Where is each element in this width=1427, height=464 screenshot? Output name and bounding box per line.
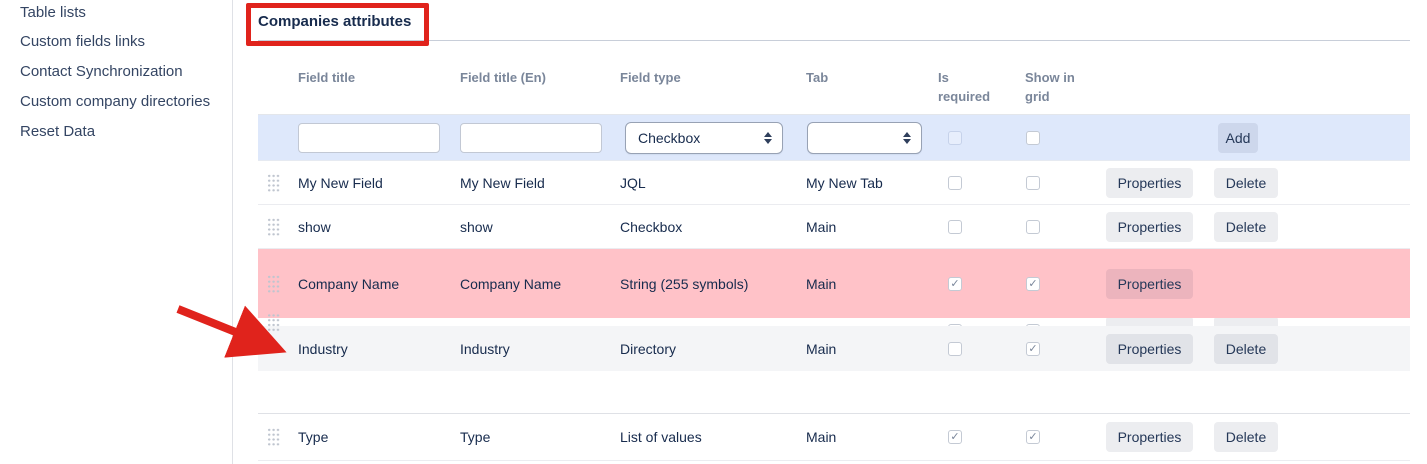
header-divider xyxy=(258,114,1410,115)
cell-tab: Main xyxy=(806,275,837,292)
cell-field-title: show xyxy=(298,218,331,235)
cell-field-type: Checkbox xyxy=(620,218,683,235)
delete-button[interactable]: Delete xyxy=(1214,167,1278,198)
is-required-checkbox[interactable] xyxy=(948,130,962,145)
show-in-grid-checkbox[interactable] xyxy=(1026,130,1040,145)
is-required-checkbox[interactable] xyxy=(948,276,962,291)
cell-field-title-en: Company Name xyxy=(460,275,562,292)
field-type-select-value: Checkbox xyxy=(638,130,701,146)
properties-button[interactable]: Properties xyxy=(1106,268,1193,299)
column-header-tab: Tab xyxy=(806,70,829,85)
table-row-type: Type Type List of values Main Properties… xyxy=(258,414,1410,461)
properties-button[interactable]: Properties xyxy=(1106,422,1193,452)
properties-button[interactable]: Properties xyxy=(1106,211,1193,242)
delete-button[interactable]: Delete xyxy=(1214,422,1278,452)
delete-button[interactable]: Delete xyxy=(1214,211,1278,242)
sidebar-item-contact-synchronization[interactable]: Contact Synchronization xyxy=(20,63,183,80)
column-header-show-in-grid: Show in grid xyxy=(1025,70,1075,104)
drag-handle-icon[interactable] xyxy=(267,274,280,293)
is-required-checkbox[interactable] xyxy=(948,341,962,356)
show-in-grid-checkbox[interactable] xyxy=(1026,276,1040,291)
cell-field-title: My New Field xyxy=(298,174,383,191)
sidebar-item-table-lists[interactable]: Table lists xyxy=(20,4,86,21)
drag-handle-icon[interactable] xyxy=(267,427,280,447)
field-type-select[interactable]: Checkbox xyxy=(625,122,783,154)
tab-select[interactable] xyxy=(807,122,922,154)
main-content: Companies attributes Field title Field t… xyxy=(246,0,1411,464)
table-row-my-new-field: My New Field My New Field JQL My New Tab… xyxy=(258,161,1410,205)
drag-handle-icon[interactable] xyxy=(267,313,280,332)
cell-field-title: Industry xyxy=(298,340,348,357)
column-header-field-title-en: Field title (En) xyxy=(460,70,546,85)
delete-button[interactable]: Delete xyxy=(1214,333,1278,364)
cell-field-title: Type xyxy=(298,429,329,445)
is-required-checkbox[interactable] xyxy=(948,219,962,234)
is-required-checkbox[interactable] xyxy=(948,175,962,190)
filter-add-row: Checkbox Add xyxy=(258,115,1410,161)
table-row-show: show show Checkbox Main Properties Delet… xyxy=(258,205,1410,249)
page-title: Companies attributes xyxy=(258,13,412,30)
column-header-is-required: Is required xyxy=(938,70,991,104)
add-button[interactable]: Add xyxy=(1218,122,1258,153)
show-in-grid-checkbox[interactable] xyxy=(1026,430,1040,444)
field-title-en-filter-input[interactable] xyxy=(460,123,602,153)
cell-field-title-en: Type xyxy=(460,429,491,445)
cell-field-type: String (255 symbols) xyxy=(620,275,749,292)
column-header-field-title: Field title xyxy=(298,70,356,85)
cell-tab: My New Tab xyxy=(806,174,883,191)
cell-field-title: Company Name xyxy=(298,275,400,292)
cell-field-type: List of values xyxy=(620,429,702,445)
column-header-field-type: Field type xyxy=(620,70,681,85)
is-required-checkbox[interactable] xyxy=(948,430,962,444)
cell-field-title-en: Industry xyxy=(460,340,510,357)
show-in-grid-checkbox[interactable] xyxy=(1026,341,1040,356)
show-in-grid-checkbox[interactable] xyxy=(1026,219,1040,234)
select-stepper-icon xyxy=(764,132,772,144)
sidebar-item-reset-data[interactable]: Reset Data xyxy=(20,123,96,140)
properties-button[interactable]: Properties xyxy=(1106,167,1193,198)
cell-field-type: Directory xyxy=(620,340,677,357)
drag-handle-icon[interactable] xyxy=(267,173,280,192)
cell-tab: Main xyxy=(806,340,837,357)
show-in-grid-checkbox[interactable] xyxy=(1026,175,1040,190)
cell-tab: Main xyxy=(806,218,837,235)
select-stepper-icon xyxy=(903,132,911,144)
sidebar-divider xyxy=(232,0,233,464)
table-row-company-name-highlighted: Company Name Company Name String (255 sy… xyxy=(258,249,1410,318)
cell-tab: Main xyxy=(806,429,837,445)
cell-field-type: JQL xyxy=(620,174,646,191)
cell-field-title-en: show xyxy=(460,218,493,235)
cell-field-title-en: My New Field xyxy=(460,174,545,191)
field-title-filter-input[interactable] xyxy=(298,123,440,153)
sidebar-item-custom-fields-links[interactable]: Custom fields links xyxy=(20,33,146,50)
table-row-industry-dragging: Industry Industry Directory Main Propert… xyxy=(258,326,1410,371)
drag-handle-icon[interactable] xyxy=(267,217,280,236)
title-underline xyxy=(258,40,1410,41)
sidebar: Table lists Custom fields links Contact … xyxy=(0,0,232,464)
row-separator xyxy=(258,413,1410,414)
properties-button[interactable]: Properties xyxy=(1106,333,1193,364)
sidebar-item-custom-company-directories[interactable]: Custom company directories xyxy=(20,93,211,110)
